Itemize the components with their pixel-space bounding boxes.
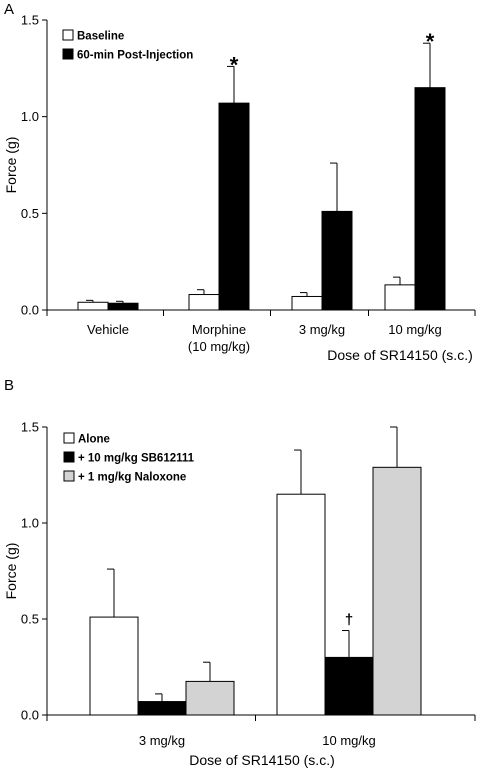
bar	[77, 301, 109, 311]
legend-swatch	[63, 451, 75, 463]
bar	[291, 295, 323, 311]
bar	[414, 87, 446, 311]
y-tick-label: 1.0	[21, 109, 39, 124]
x-tick-label: 3 mg/kg	[299, 322, 345, 337]
error-bar	[197, 289, 205, 295]
legend-label: 60-min Post-Injection	[77, 50, 193, 62]
bar	[185, 680, 235, 716]
legend-label: + 1 mg/kg Naloxone	[78, 472, 186, 484]
bar	[137, 701, 187, 716]
significance-asterisk: *	[230, 52, 239, 77]
y-tick-label: 1.0	[21, 516, 39, 531]
legend-label: Alone	[78, 434, 110, 446]
bar	[188, 294, 220, 311]
panel-b: B Alone + 10 mg/kg SB612111 + 1 mg/kg Nalo…	[3, 377, 476, 768]
legend-swatch	[63, 432, 75, 444]
panel-b-legend: Alone + 10 mg/kg SB612111 + 1 mg/kg Naloxo…	[63, 432, 195, 484]
error-bar	[294, 449, 302, 495]
bar	[321, 210, 353, 311]
error-bar	[342, 630, 350, 658]
x-tick-label: Morphine	[192, 322, 246, 337]
panel-a-x-axis-title: Dose of SR14150 (s.c.)	[327, 347, 473, 363]
y-tick-label: 0.5	[21, 612, 39, 627]
bar	[324, 656, 374, 716]
panel-a-y-axis-title: Force (g)	[3, 137, 19, 194]
panel-b-y-axis-title: Force (g)	[3, 543, 19, 600]
bar	[276, 493, 326, 716]
bar	[384, 284, 416, 311]
bar	[218, 102, 250, 311]
y-tick-label: 1.5	[21, 420, 39, 435]
x-tick-label: 10 mg/kg	[322, 733, 375, 748]
x-tick-label: Vehicle	[87, 322, 129, 337]
legend-label: Baseline	[77, 31, 124, 43]
bar	[89, 616, 139, 716]
error-bar	[390, 426, 398, 468]
error-bar	[155, 693, 163, 702]
x-tick-label-line2: (10 mg/kg)	[188, 339, 250, 354]
legend-label: + 10 mg/kg SB612111	[78, 453, 195, 465]
error-bar	[330, 162, 338, 212]
bar	[372, 466, 422, 716]
y-tick-label: 1.5	[21, 13, 39, 28]
significance-dagger: †	[345, 612, 353, 629]
error-bar	[203, 661, 211, 682]
error-bar	[300, 292, 308, 297]
panel-a-letter: A	[4, 1, 14, 18]
x-tick-label: 10 mg/kg	[388, 322, 441, 337]
error-bar	[423, 42, 431, 88]
panel-a: A Baseline 60-min Post-Injection Force (g…	[3, 1, 476, 363]
y-tick-label: 0.0	[21, 708, 39, 723]
legend-swatch	[62, 48, 74, 60]
error-bar	[227, 65, 235, 104]
panel-b-x-axis-title: Dose of SR14150 (s.c.)	[189, 752, 335, 768]
significance-asterisk: *	[426, 29, 435, 54]
panel-b-letter: B	[4, 377, 14, 394]
legend-swatch	[62, 29, 74, 41]
y-tick-label: 0.5	[21, 206, 39, 221]
bar	[107, 302, 139, 311]
error-bar	[107, 568, 115, 618]
y-tick-label: 0.0	[21, 303, 39, 318]
error-bar	[393, 276, 401, 285]
panel-a-legend: Baseline 60-min Post-Injection	[62, 29, 193, 62]
x-tick-label: 3 mg/kg	[139, 733, 185, 748]
legend-swatch	[63, 470, 75, 482]
